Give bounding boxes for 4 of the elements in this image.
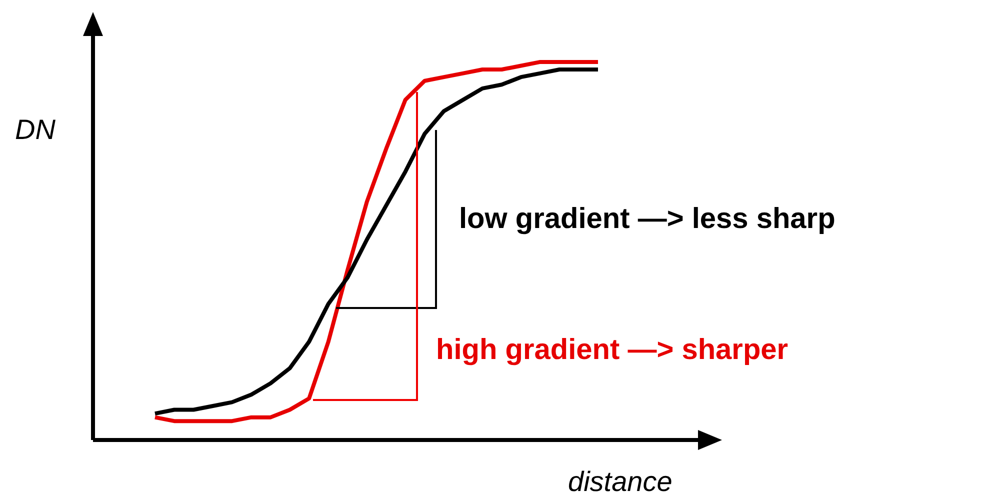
x-axis-title: distance	[568, 466, 672, 498]
annotation: low gradient —> less sharp	[459, 203, 836, 236]
y-axis-title: DN	[15, 114, 56, 146]
annotation: high gradient —> sharper	[436, 334, 788, 367]
